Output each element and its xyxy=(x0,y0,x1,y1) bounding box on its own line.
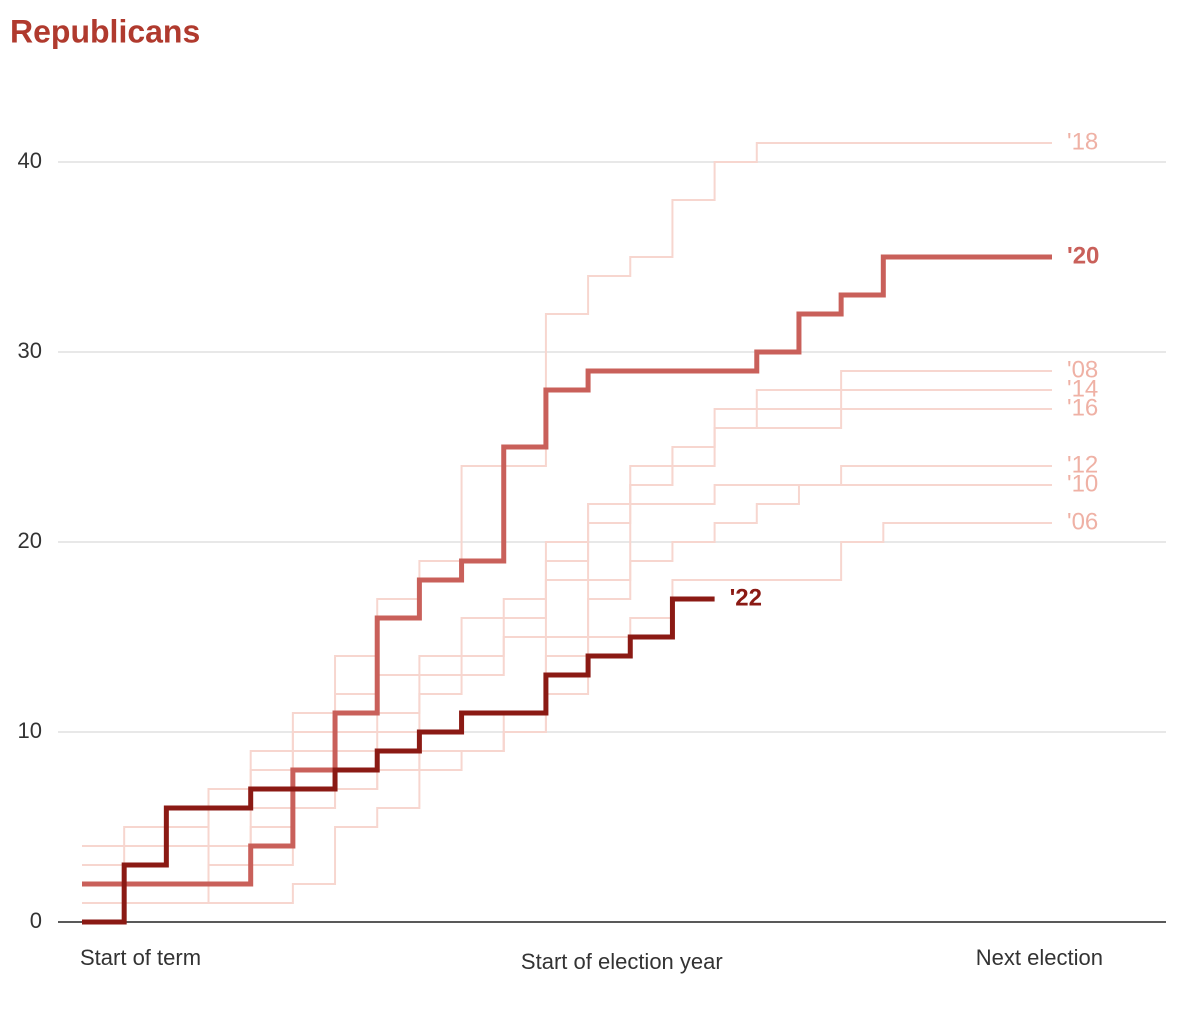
y-tick-label: 20 xyxy=(18,528,42,553)
series-label: '20 xyxy=(1067,242,1099,269)
x-tick-label: Start of term xyxy=(80,945,201,970)
series-line xyxy=(82,596,715,925)
series-label: '06 xyxy=(1067,508,1098,535)
y-tick-label: 0 xyxy=(30,908,42,933)
series-label: '08 xyxy=(1067,356,1098,383)
series-label: '16 xyxy=(1067,394,1098,421)
y-tick-label: 40 xyxy=(18,148,42,173)
x-tick-label: Next election xyxy=(976,945,1103,970)
chart-title: Republicans xyxy=(10,13,200,49)
series-line xyxy=(82,522,1052,885)
series-line xyxy=(82,142,1052,866)
y-tick-label: 30 xyxy=(18,338,42,363)
series-line xyxy=(82,484,1052,904)
series-label: '18 xyxy=(1067,128,1098,155)
x-tick-label: Start of election year xyxy=(521,949,723,974)
series-line xyxy=(82,408,1052,847)
series-line xyxy=(82,389,1052,885)
y-tick-label: 10 xyxy=(18,718,42,743)
series-line xyxy=(82,254,1052,887)
series-label: '10 xyxy=(1067,470,1098,497)
series-label: '22 xyxy=(730,584,762,611)
series-label: '12 xyxy=(1067,451,1098,478)
series-label: '14 xyxy=(1067,375,1098,402)
